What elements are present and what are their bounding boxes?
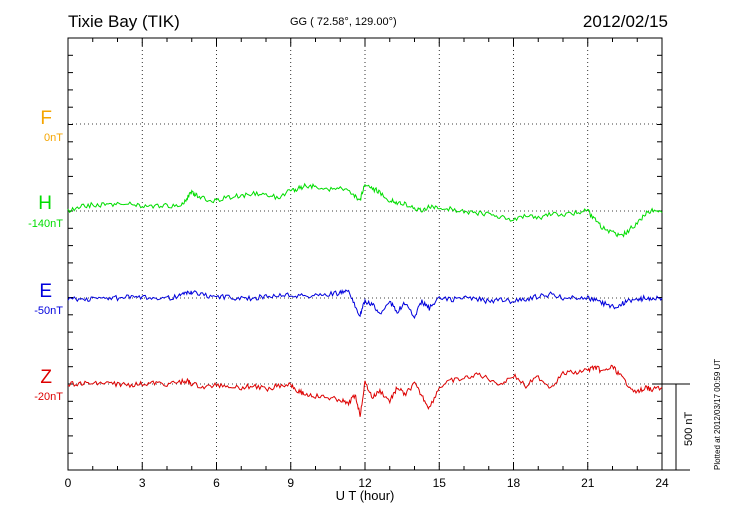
station-title: Tixie Bay (TIK) [68,12,180,31]
x-tick-label: 9 [287,476,294,490]
x-tick-label: 12 [358,476,372,490]
series-line-h [67,182,663,238]
component-f-letter: F [40,108,52,129]
component-e-offset: -50nT [34,305,63,317]
station-coordinates: GG ( 72.58°, 129.00°) [290,16,397,28]
component-e-letter: E [39,281,52,302]
x-axis-label: U T (hour) [335,488,395,503]
component-z-offset: -20nT [34,391,63,403]
plot-date: 2012/02/15 [582,12,668,31]
x-tick-label: 21 [581,476,595,490]
component-f-offset: 0nT [44,132,63,144]
x-tick-label: 6 [213,476,220,490]
series-line-z [67,364,663,417]
component-z-letter: Z [40,367,52,388]
series-line-e [67,288,663,320]
x-tick-label: 0 [65,476,72,490]
x-tick-label: 3 [139,476,146,490]
x-tick-label: 24 [655,476,669,490]
scale-bar-label: 500 nT [683,411,695,446]
component-h-offset: -140nT [28,218,63,230]
component-h-letter: H [38,193,52,214]
x-tick-label: 18 [507,476,521,490]
plotted-timestamp: Plotted at 2012/03/17 00:59 UT [713,358,722,470]
x-tick-label: 15 [433,476,447,490]
